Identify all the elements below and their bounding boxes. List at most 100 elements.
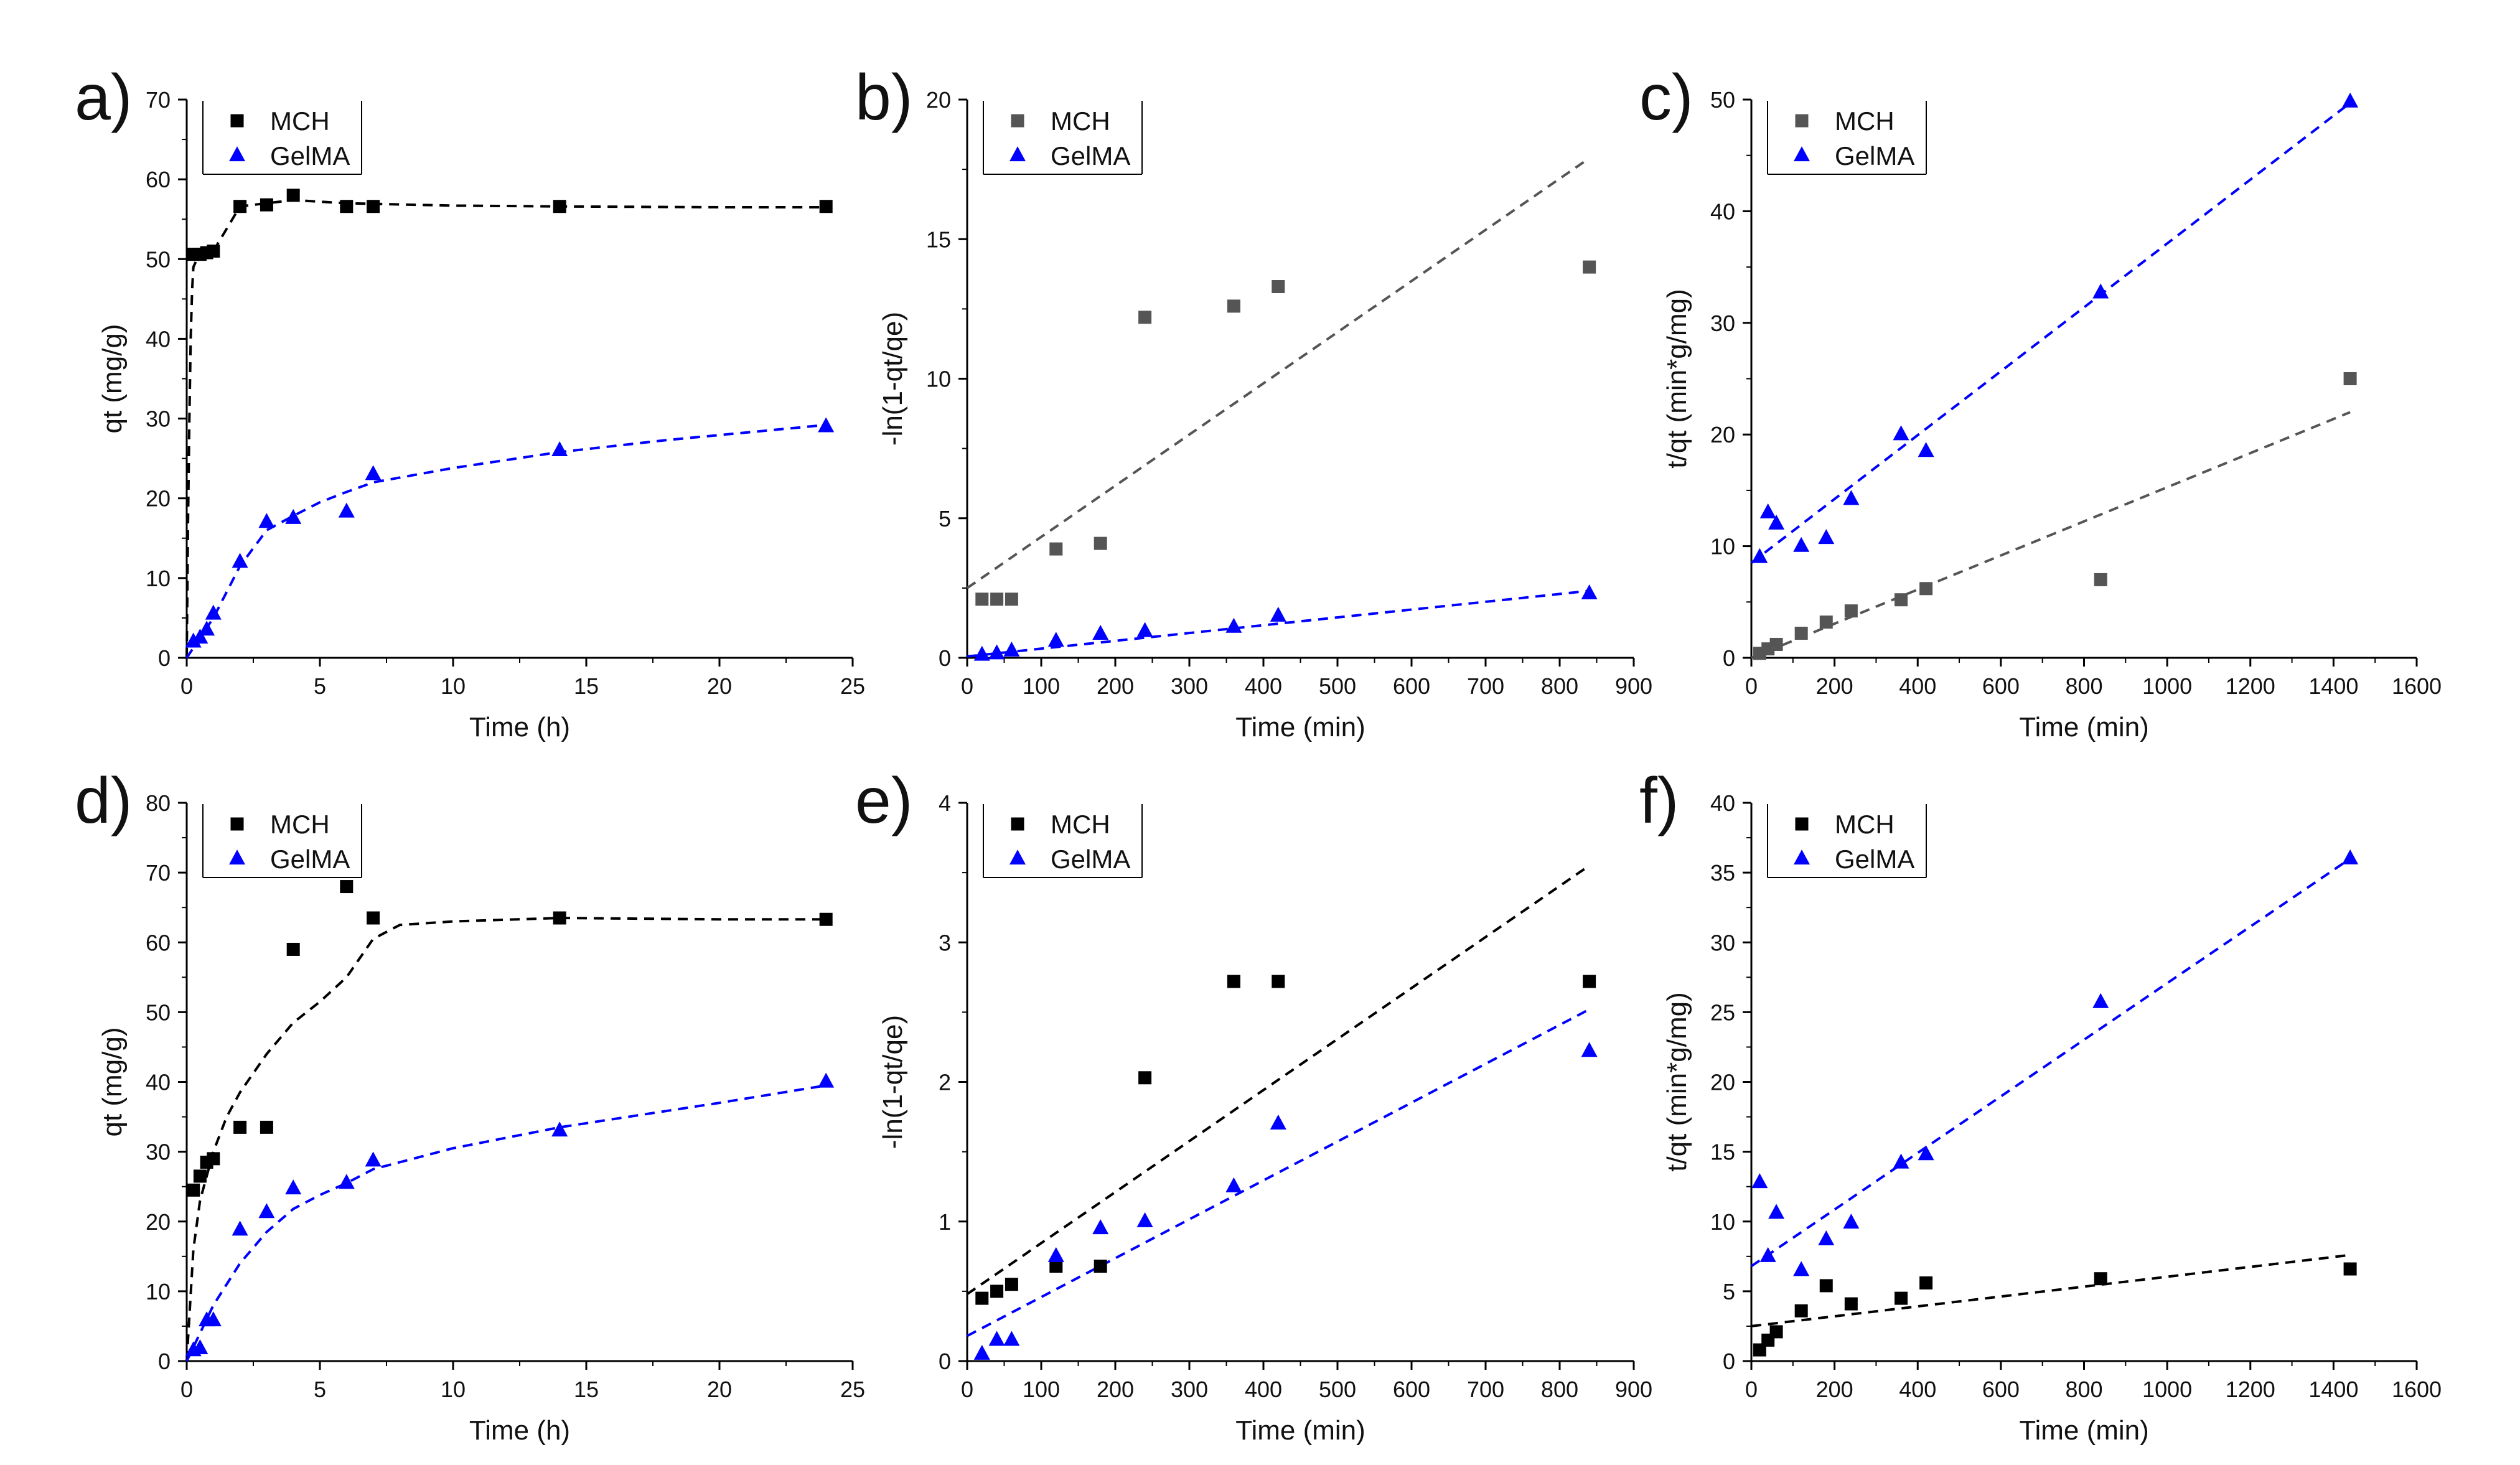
legend-label-gelma: GelMA	[270, 141, 350, 171]
point-mch	[975, 1291, 989, 1305]
x-tick-label: 0	[180, 673, 193, 699]
point-gelma	[1047, 1247, 1064, 1262]
x-tick-label: 5	[314, 1377, 326, 1402]
point-mch	[1844, 1297, 1858, 1311]
panel-label: b)	[855, 62, 912, 134]
panel-label: f)	[1639, 765, 1679, 837]
x-tick-label: 0	[961, 673, 973, 699]
point-mch	[207, 1152, 220, 1166]
y-tick-label: 40	[146, 326, 171, 352]
point-mch	[2343, 372, 2357, 385]
point-gelma	[1818, 1230, 1835, 1246]
point-gelma	[232, 553, 248, 568]
point-gelma	[1581, 584, 1598, 599]
point-gelma	[2342, 849, 2359, 864]
y-tick-label: 10	[146, 1279, 171, 1304]
x-tick-label: 300	[1171, 1377, 1208, 1402]
y-tick-label: 10	[926, 367, 951, 392]
y-tick-label: 1	[939, 1209, 951, 1235]
point-mch	[1094, 536, 1107, 550]
y-tick-label: 0	[939, 1349, 951, 1374]
y-tick-label: 2	[939, 1070, 951, 1095]
panel-d: 0 5 10 15 20 25 0 10 20 30 40 50 60 70 80 Time (h) qt (m…	[75, 765, 865, 1446]
point-mch	[193, 1169, 207, 1183]
point-gelma	[1270, 606, 1286, 622]
y-axis-title: t/qt (min*g/mg)	[1662, 992, 1692, 1172]
point-mch	[1819, 615, 1833, 629]
y-tick-label: 70	[146, 87, 171, 113]
legend-label-gelma: GelMA	[1051, 845, 1130, 874]
point-mch	[819, 200, 833, 213]
y-tick-label: 30	[146, 406, 171, 432]
point-gelma	[2092, 993, 2109, 1008]
point-gelma	[1768, 1204, 1785, 1219]
x-tick-label: 1000	[2142, 1377, 2192, 1402]
fit-line-mch	[966, 157, 1590, 589]
x-tick-label: 400	[1899, 1377, 1936, 1402]
point-mch	[260, 1120, 273, 1134]
x-tick-label: 1000	[2142, 673, 2192, 699]
y-tick-label: 10	[1710, 1209, 1735, 1235]
point-mch	[1138, 311, 1152, 324]
point-gelma	[551, 1121, 568, 1137]
point-mch	[553, 200, 566, 213]
x-tick-label: 25	[840, 1377, 865, 1402]
point-gelma	[818, 417, 835, 433]
x-tick-label: 1600	[2392, 673, 2442, 699]
point-mch	[1769, 1325, 1783, 1339]
x-tick-label: 400	[1245, 1377, 1282, 1402]
legend: MCH GelMA	[983, 804, 1143, 878]
point-mch	[1794, 627, 1808, 640]
panel-b: 0 100 200 300 400 500 600 700 800 900 0 5 10 15 20 Time…	[855, 62, 1652, 742]
y-tick-label: 80	[146, 790, 171, 816]
fit-line-mch	[185, 916, 827, 1362]
x-tick-label: 700	[1467, 1377, 1504, 1402]
point-mch	[1919, 1276, 1933, 1289]
legend-marker-gelma	[229, 146, 245, 162]
point-mch	[340, 200, 354, 213]
point-gelma	[338, 502, 355, 518]
x-axis-title: Time (min)	[2019, 1415, 2149, 1446]
x-tick-label: 800	[2065, 1377, 2102, 1402]
x-axis-title: Time (min)	[2019, 712, 2149, 742]
fit-line-mch	[185, 199, 827, 658]
point-gelma	[1136, 1212, 1153, 1227]
x-tick-label: 800	[1541, 1377, 1578, 1402]
point-mch	[1583, 975, 1596, 988]
point-gelma	[232, 1220, 248, 1236]
point-gelma	[2092, 283, 2109, 299]
point-gelma	[285, 508, 302, 524]
point-gelma	[1759, 1247, 1776, 1262]
point-mch	[990, 1285, 1004, 1298]
x-tick-label: 1400	[2308, 673, 2358, 699]
y-tick-label: 15	[1710, 1140, 1735, 1165]
y-tick-label: 5	[939, 506, 951, 531]
x-tick-label: 500	[1319, 673, 1356, 699]
point-mch	[340, 880, 354, 894]
x-tick-label: 600	[1393, 673, 1430, 699]
point-mch	[1005, 592, 1018, 606]
x-tick-label: 5	[314, 673, 326, 699]
x-tick-label: 1600	[2392, 1377, 2442, 1402]
legend-marker-gelma	[1794, 146, 1810, 162]
point-gelma	[1225, 1177, 1242, 1192]
fit-line-gelma	[185, 423, 827, 659]
y-tick-label: 0	[939, 645, 951, 671]
legend: MCH GelMA	[983, 101, 1143, 175]
y-tick-label: 15	[926, 227, 951, 252]
x-tick-label: 200	[1816, 1377, 1853, 1402]
point-gelma	[192, 1339, 208, 1354]
legend-label-mch: MCH	[1051, 810, 1110, 839]
point-mch	[1272, 975, 1285, 988]
point-mch	[553, 911, 566, 925]
legend-marker-mch	[1011, 817, 1024, 831]
y-tick-label: 30	[146, 1140, 171, 1165]
point-gelma	[365, 465, 382, 480]
point-mch	[187, 1183, 200, 1197]
point-gelma	[1843, 1214, 1860, 1229]
point-mch	[975, 592, 989, 606]
x-tick-label: 900	[1615, 673, 1652, 699]
x-tick-label: 0	[1745, 1377, 1758, 1402]
y-tick-label: 50	[146, 999, 171, 1025]
